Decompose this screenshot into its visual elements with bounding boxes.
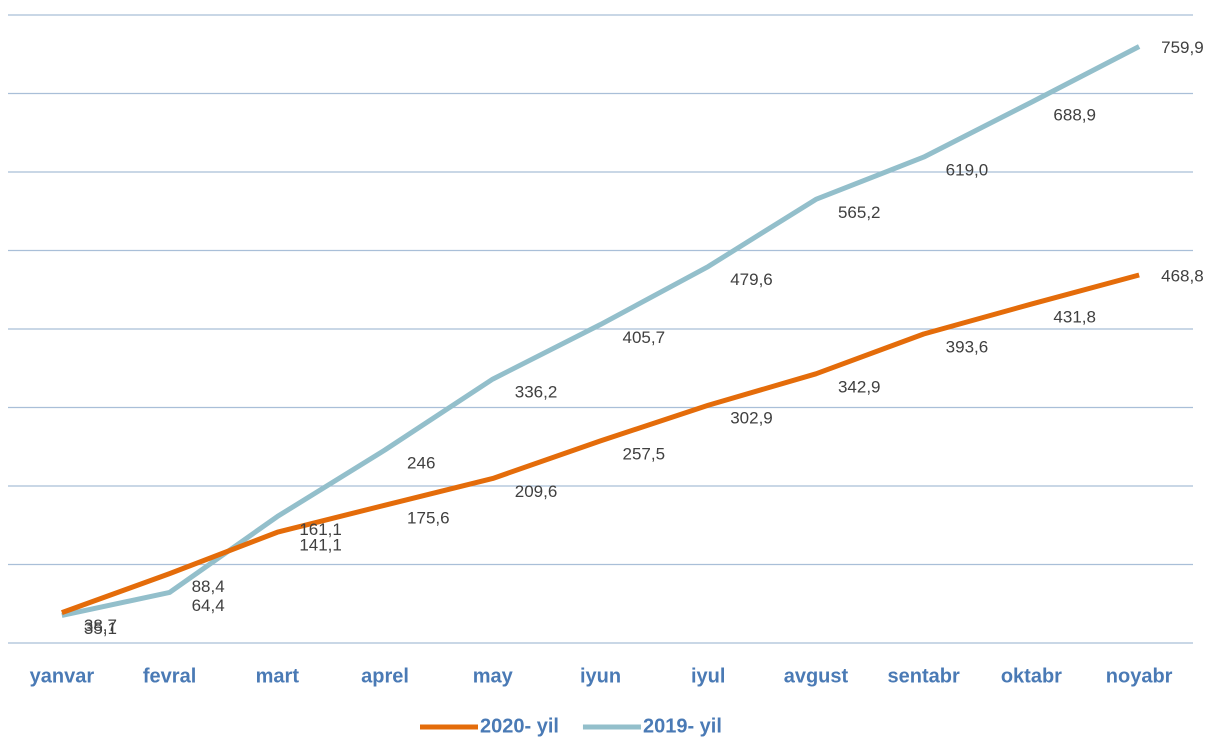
x-tick-label: iyun	[580, 665, 621, 687]
x-tick-label: oktabr	[1001, 665, 1062, 687]
data-label: 141,1	[299, 536, 342, 555]
data-label: 336,2	[515, 383, 558, 402]
data-label: 88,4	[192, 577, 225, 596]
x-tick-label: avgust	[784, 665, 849, 687]
x-tick-label: may	[473, 665, 514, 687]
data-label: 468,8	[1161, 266, 1204, 285]
data-label: 161,1	[299, 520, 342, 539]
x-tick-label: yanvar	[30, 665, 95, 687]
legend-label: 2020- yil	[480, 715, 559, 737]
series-line	[61, 272, 1140, 615]
x-tick-label: mart	[256, 665, 300, 687]
series-line	[61, 44, 1141, 618]
data-label: 209,6	[515, 482, 558, 501]
data-label: 35,1	[84, 619, 117, 638]
x-tick-label: iyul	[691, 665, 725, 687]
data-label: 619,0	[946, 161, 989, 180]
legend-label: 2019- yil	[643, 715, 722, 737]
data-label: 38,7	[84, 616, 117, 635]
data-label: 393,6	[946, 338, 989, 357]
x-tick-label: fevral	[143, 665, 196, 687]
data-label: 175,6	[407, 509, 450, 528]
data-label: 565,2	[838, 203, 881, 222]
data-label: 405,7	[623, 328, 666, 347]
data-label: 302,9	[730, 409, 773, 428]
x-tick-label: noyabr	[1106, 665, 1173, 687]
data-label: 257,5	[623, 444, 666, 463]
data-label: 479,6	[730, 270, 773, 289]
data-label: 246	[407, 453, 435, 472]
data-label: 431,8	[1053, 308, 1096, 327]
data-label: 64,4	[192, 596, 225, 615]
data-label: 688,9	[1053, 106, 1096, 125]
data-label: 759,9	[1161, 38, 1204, 57]
x-tick-label: sentabr	[888, 665, 960, 687]
x-tick-label: aprel	[361, 665, 409, 687]
data-label: 342,9	[838, 377, 881, 396]
